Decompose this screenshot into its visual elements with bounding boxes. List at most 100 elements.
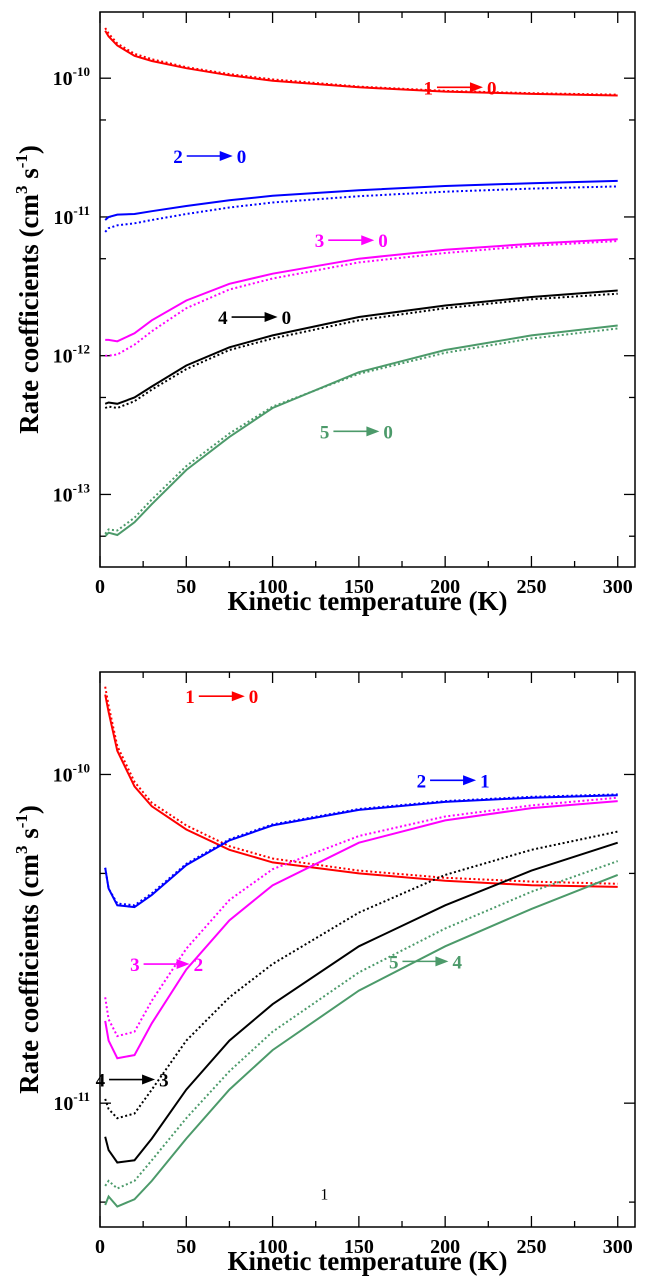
x-tick-label: 50 xyxy=(176,576,196,598)
arrow-head-icon xyxy=(142,1074,156,1085)
x-tick-label: 200 xyxy=(430,1236,460,1258)
transition-from: 2 xyxy=(173,147,183,168)
series-line-solid xyxy=(104,841,619,1164)
transition-to: 0 xyxy=(237,147,247,168)
arrow-head-icon xyxy=(435,956,449,967)
series-3-2 xyxy=(104,796,618,1060)
transition-to: 1 xyxy=(480,771,490,792)
series-line-dotted xyxy=(104,292,618,410)
series-line-dotted xyxy=(104,327,618,535)
series-line-solid xyxy=(104,289,618,405)
x-tick-label: 250 xyxy=(516,576,546,598)
arrow-head-icon xyxy=(469,82,483,93)
transition-from: 3 xyxy=(130,955,140,976)
y-tick-label: 10-11 xyxy=(53,1089,90,1115)
x-tick-label: 0 xyxy=(95,1236,105,1258)
y-axis-label: Rate coefficients (cm3 s-1) xyxy=(12,145,44,434)
x-tick-label: 300 xyxy=(603,576,633,598)
series-line-solid xyxy=(104,694,618,888)
transition-to: 4 xyxy=(452,952,462,973)
series-line-solid xyxy=(104,179,618,221)
transition-from: 4 xyxy=(96,1071,106,1092)
y-axis-label: Rate coefficients (cm3 s-1) xyxy=(12,805,44,1094)
transition-from: 3 xyxy=(315,231,325,252)
transition-from: 2 xyxy=(417,771,427,792)
arrow-head-icon xyxy=(264,312,278,323)
series-line-dotted xyxy=(104,860,619,1190)
transition-to: 2 xyxy=(194,955,204,976)
transition-to: 0 xyxy=(249,687,259,708)
y-tick-label: 10-12 xyxy=(53,342,90,368)
series-line-dotted xyxy=(104,796,618,1038)
series-5-4 xyxy=(104,860,619,1208)
series-line-solid xyxy=(104,30,618,97)
arrow-head-icon xyxy=(231,691,245,702)
arrow-head-icon xyxy=(176,959,190,970)
x-axis-label: Kinetic temperature (K) xyxy=(228,1246,508,1276)
transition-to: 0 xyxy=(487,78,497,99)
transition-from: 5 xyxy=(320,422,330,443)
series-4-3 xyxy=(104,830,619,1164)
plot-frame xyxy=(99,671,636,1228)
x-tick-label: 250 xyxy=(516,1236,546,1258)
series-line-dotted xyxy=(104,686,618,885)
x-tick-label: 300 xyxy=(603,1236,633,1258)
x-tick-label: 100 xyxy=(258,576,288,598)
transition-to: 0 xyxy=(378,231,388,252)
series-line-dotted xyxy=(104,185,618,233)
y-tick-label: 10-10 xyxy=(53,760,90,786)
series-1-0 xyxy=(104,686,618,888)
x-tick-label: 150 xyxy=(344,576,374,598)
series-line-dotted xyxy=(104,793,618,907)
x-tick-label: 0 xyxy=(95,576,105,598)
transition-from: 1 xyxy=(185,687,195,708)
series-line-solid xyxy=(105,238,618,343)
series-5-0 xyxy=(104,324,618,537)
transition-to: 0 xyxy=(282,308,292,329)
series-1-0 xyxy=(104,27,618,97)
series-2-1 xyxy=(104,793,618,909)
series-line-solid xyxy=(104,324,618,537)
x-tick-label: 150 xyxy=(344,1236,374,1258)
series-line-dotted xyxy=(105,240,618,357)
series-line-dotted xyxy=(104,830,618,1120)
series-3-0 xyxy=(105,238,618,357)
series-2-0 xyxy=(104,179,618,233)
plot-frame xyxy=(99,11,636,568)
transition-to: 0 xyxy=(383,422,393,443)
series-line-dotted xyxy=(104,27,618,96)
annotation-text: 1 xyxy=(320,1186,328,1203)
transition-from: 5 xyxy=(389,952,399,973)
arrow-head-icon xyxy=(463,775,477,786)
arrow-head-icon xyxy=(361,235,375,246)
x-tick-label: 200 xyxy=(430,576,460,598)
x-tick-label: 100 xyxy=(258,1236,288,1258)
series-line-solid xyxy=(104,794,618,909)
transition-from: 1 xyxy=(423,78,433,99)
series-4-0 xyxy=(104,289,618,410)
x-tick-label: 50 xyxy=(176,1236,196,1258)
y-tick-label: 10-11 xyxy=(53,203,90,229)
series-line-solid xyxy=(104,800,618,1060)
y-tick-label: 10-13 xyxy=(53,480,91,506)
arrow-head-icon xyxy=(366,426,380,437)
transition-from: 4 xyxy=(218,308,228,329)
chart-panel-1: 0 50 100 150 200 250 30010-1310-1210-1110-10Ki… xyxy=(12,11,636,616)
transition-to: 3 xyxy=(159,1071,169,1092)
x-axis-label: Kinetic temperature (K) xyxy=(228,586,508,616)
arrow-head-icon xyxy=(219,150,233,161)
series-line-solid xyxy=(104,873,619,1208)
y-tick-label: 10-10 xyxy=(53,64,90,90)
